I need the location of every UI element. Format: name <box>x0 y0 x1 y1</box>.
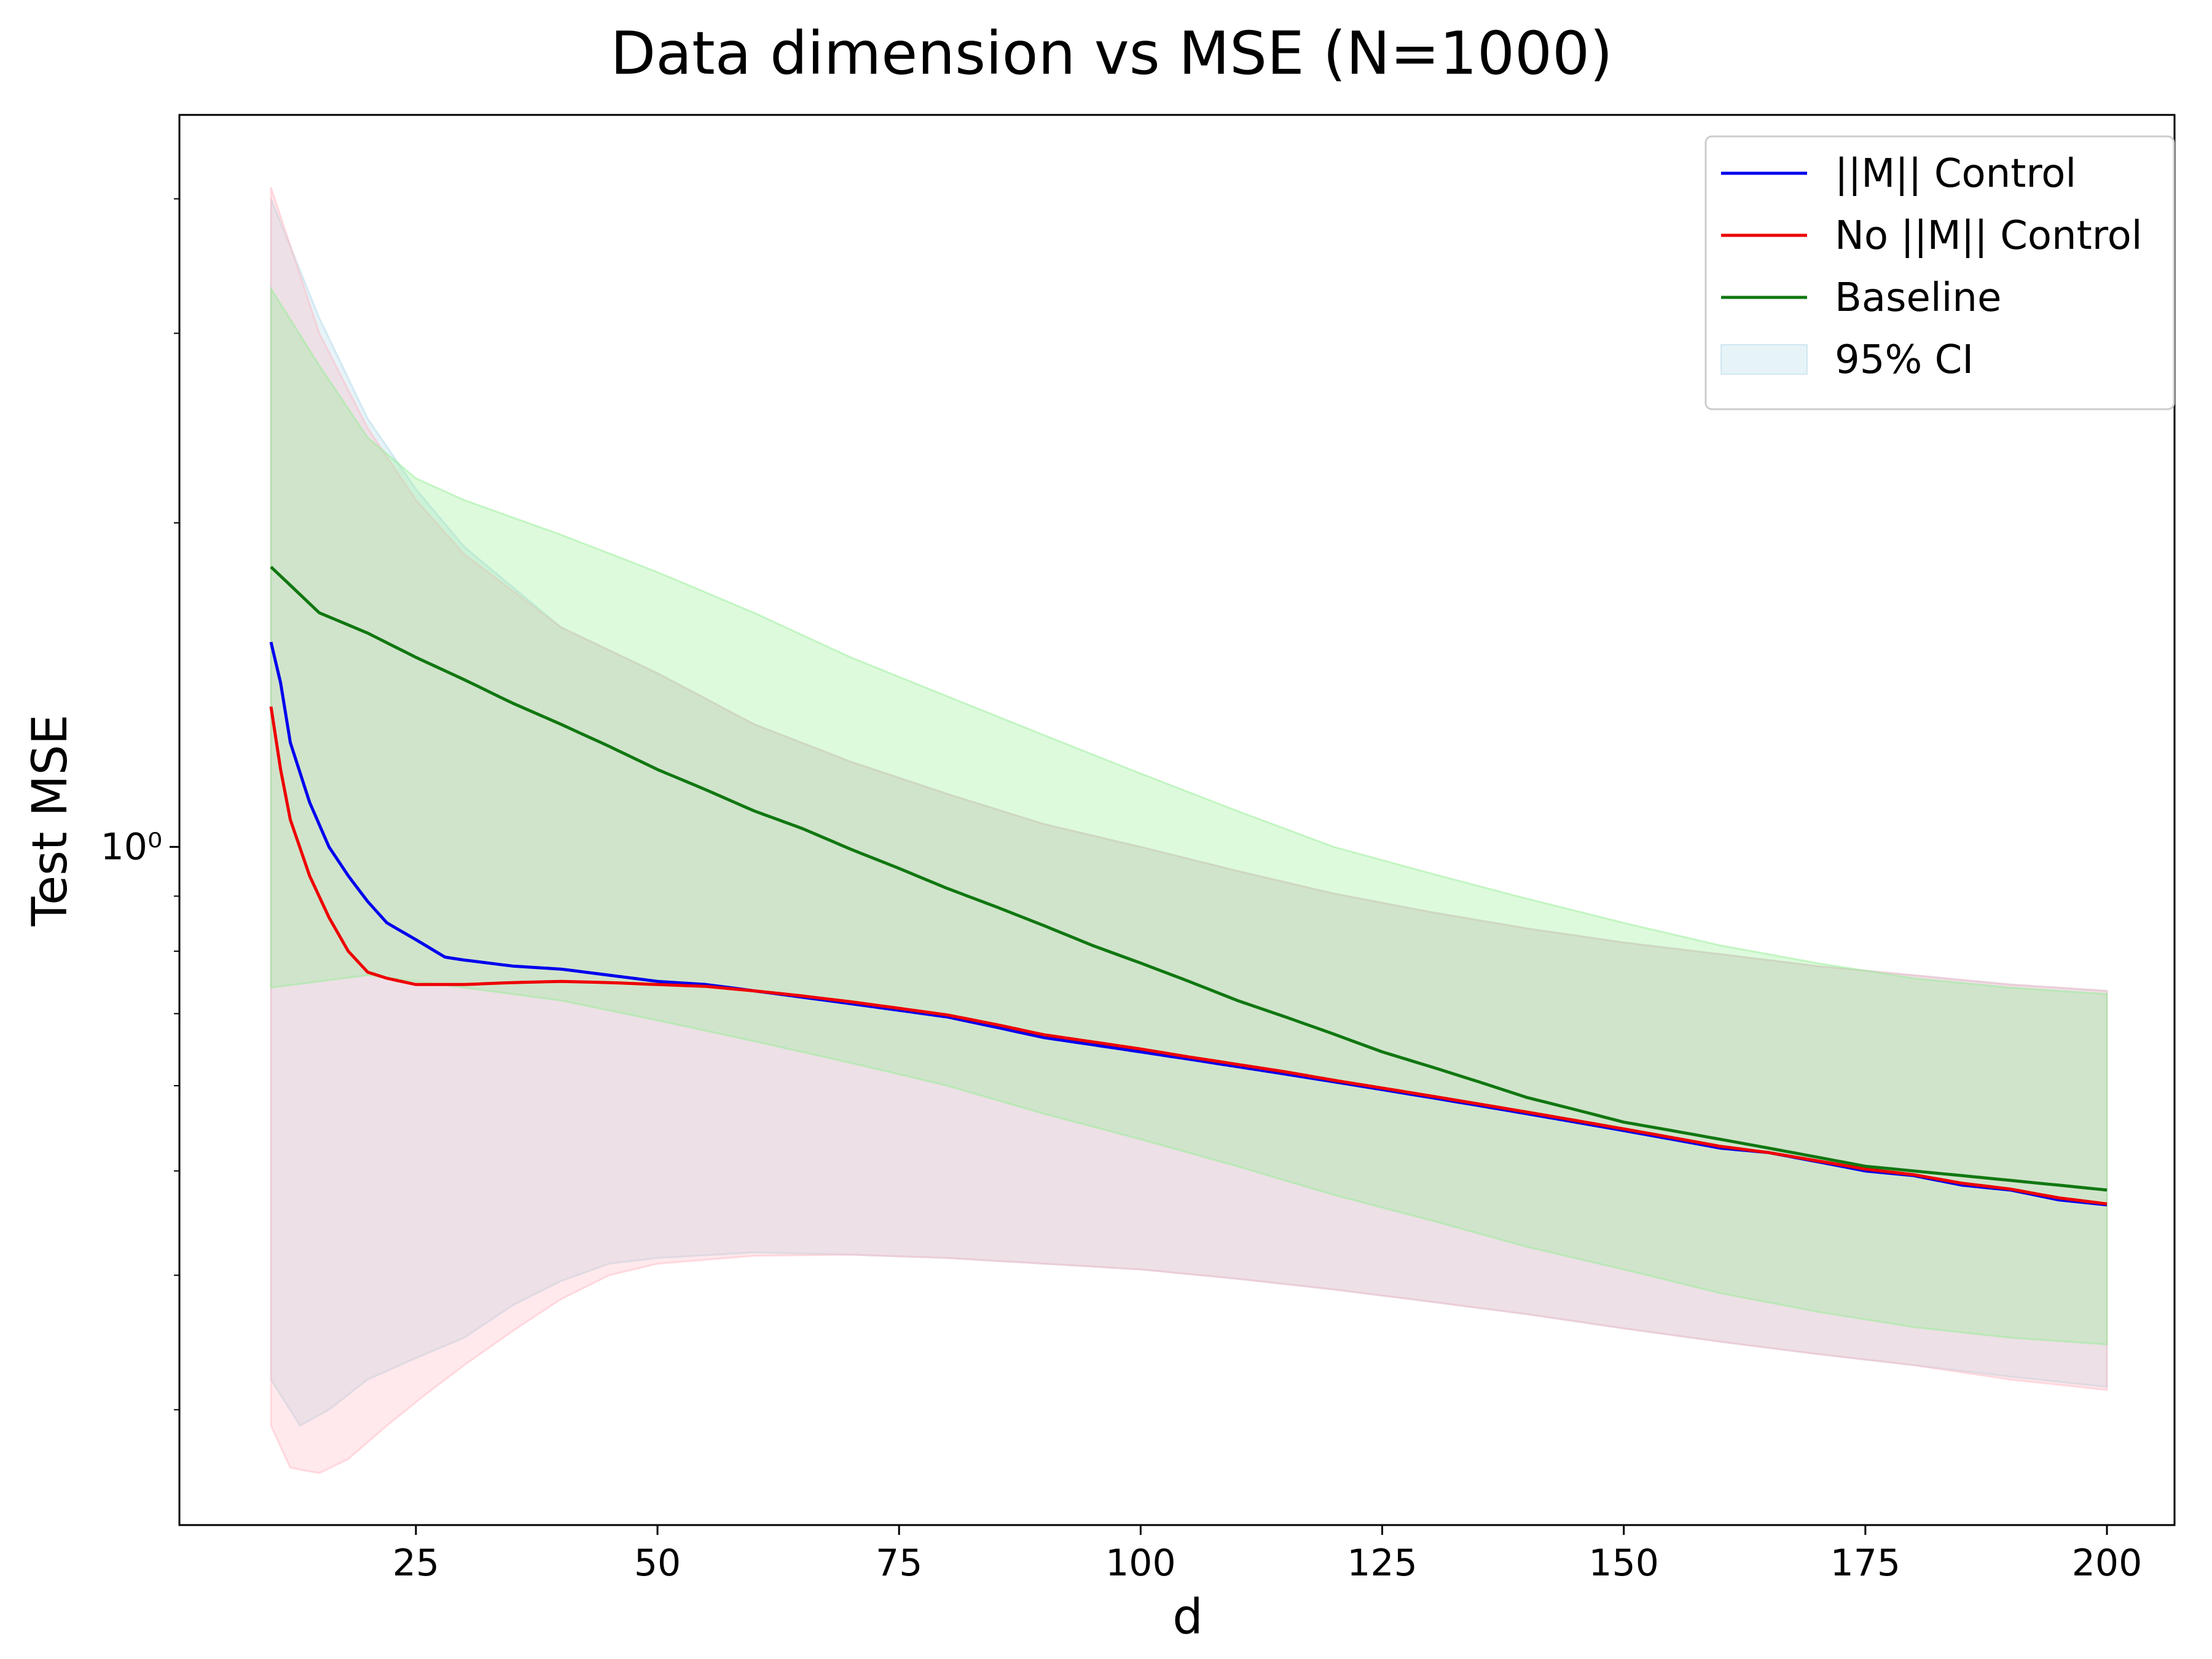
x-axis-label: d <box>1172 1590 1203 1645</box>
confidence-bands <box>270 187 2108 1474</box>
legend: ||M|| Control No ||M|| Control Baseline 95%… <box>1704 135 2175 410</box>
x-tick-label: 75 <box>876 1542 922 1585</box>
series-lines <box>269 565 2108 1207</box>
x-tick-label: 150 <box>1588 1542 1659 1585</box>
legend-label: Baseline <box>1835 275 2001 321</box>
series-line-2 <box>269 706 2108 1206</box>
legend-swatch <box>1720 344 1808 375</box>
x-tick-label: 50 <box>634 1542 681 1585</box>
x-tick-label: 200 <box>2072 1542 2143 1585</box>
y-axis-label: Test MSE <box>23 715 78 927</box>
legend-label: 95% CI <box>1835 337 1974 383</box>
x-axis: 25 50 75 100 125 150 175 200 <box>393 1525 2143 1585</box>
chart-title: Data dimension vs MSE (N=1000) <box>610 19 1612 88</box>
x-tick-label: 125 <box>1347 1542 1418 1585</box>
y-tick-label: 10⁰ <box>101 825 162 868</box>
x-tick-label: 175 <box>1830 1542 1901 1585</box>
x-tick-label: 100 <box>1105 1542 1176 1585</box>
y-axis: 10⁰ <box>101 198 179 1411</box>
legend-label: ||M|| Control <box>1835 151 2076 197</box>
ci-band-3 <box>270 285 2108 1346</box>
ci-band-2 <box>270 187 2108 1474</box>
series-line-3 <box>270 565 2108 1192</box>
plot-frame <box>178 114 2176 1526</box>
legend-box <box>1704 135 2175 410</box>
legend-label: No ||M|| Control <box>1835 213 2143 259</box>
x-tick-label: 25 <box>393 1542 439 1585</box>
ci-band-1 <box>270 198 2108 1427</box>
